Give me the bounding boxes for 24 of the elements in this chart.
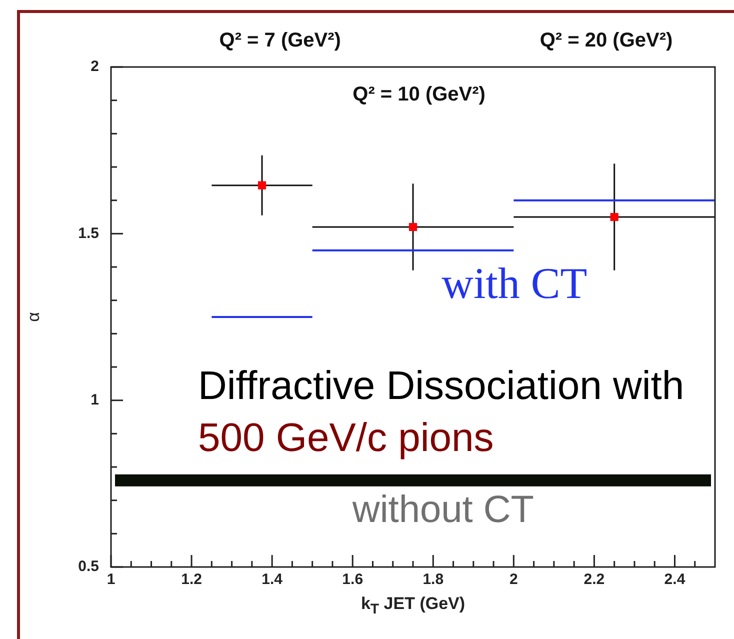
x-tick-label: 2.2 [584, 571, 605, 588]
x-axis-title: k$_{T}$ JET (GeV) [360, 594, 466, 618]
y-axis-title: α [24, 312, 43, 322]
annotation: 500 GeV/c pions [198, 416, 494, 460]
x-tick-label: 1.6 [342, 571, 364, 588]
y-tick-label: 0.5 [78, 558, 99, 576]
ref-line-label: without CT [351, 488, 534, 531]
annotation: Diffractive Dissociation with [198, 364, 684, 408]
y-tick-label: 1.5 [78, 224, 99, 242]
x-tick-label: 1 [106, 571, 116, 588]
x-tick-label: 1.4 [262, 571, 284, 588]
annotation: Q² = 10 (GeV²) [352, 84, 486, 106]
x-tick-label: 2.4 [664, 571, 686, 588]
x-tick-label: 1.8 [422, 571, 444, 588]
x-tick-label: 1.2 [181, 571, 202, 588]
series-label: with CT [442, 258, 588, 308]
y-tick-label: 2 [90, 58, 99, 76]
point [610, 212, 618, 222]
point [408, 222, 418, 232]
y-tick-label: 1 [90, 391, 99, 408]
text: Q² = 7 (GeV²) [219, 30, 341, 52]
point [258, 181, 266, 190]
text: Q² = 20 (GeV²) [540, 30, 673, 52]
x-tick-label: 2 [509, 571, 518, 588]
